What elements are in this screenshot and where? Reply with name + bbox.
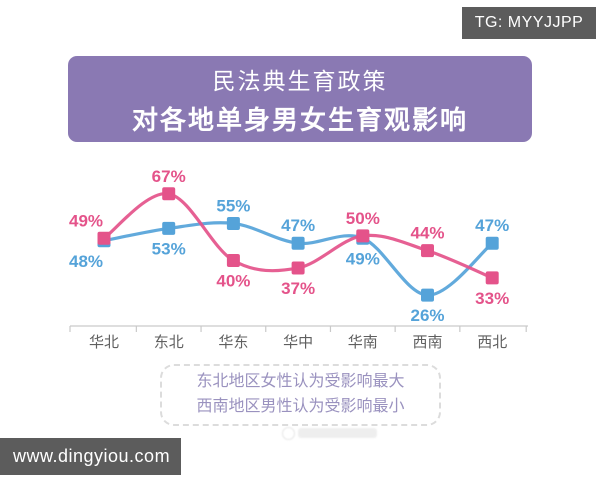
data-point-marker — [485, 271, 499, 285]
data-point-marker — [97, 231, 111, 245]
data-point-label: 40% — [216, 272, 250, 291]
watermark-text-blur — [298, 428, 377, 438]
data-point-label: 47% — [475, 216, 509, 235]
data-point-label: 49% — [69, 211, 103, 230]
data-point-marker — [485, 236, 499, 250]
data-point-marker — [421, 244, 434, 258]
x-axis-label: 华北 — [89, 334, 119, 351]
data-point-label: 55% — [216, 196, 250, 215]
data-point-marker — [226, 216, 240, 230]
data-point-label: 67% — [152, 167, 186, 186]
data-point-marker — [291, 236, 305, 250]
title-line-2: 对各地单身男女生育观影响 — [131, 104, 468, 135]
x-axis-label: 华南 — [348, 334, 378, 351]
title-banner: 民法典生育政策 对各地单身男女生育观影响 — [68, 56, 532, 142]
data-point-marker — [421, 288, 434, 302]
x-axis-label: 华东 — [218, 334, 248, 351]
data-point-label: 26% — [410, 306, 444, 325]
data-point-label: 37% — [281, 279, 315, 298]
title-line-1: 民法典生育政策 — [212, 67, 388, 94]
data-point-marker — [226, 254, 240, 268]
data-point-label: 44% — [410, 224, 444, 243]
data-point-marker — [162, 221, 176, 235]
site-watermark-badge: www.dingyiou.com — [0, 438, 181, 475]
line-chart: 华北 东北 华东 华中 华南 西南 西北 48% 53% 55% 47% 49% 26% 47% 49% 67… — [69, 167, 528, 351]
data-point-label: 49% — [346, 249, 380, 268]
x-axis-label: 西北 — [477, 334, 507, 351]
x-axis-label: 东北 — [154, 334, 184, 351]
data-point-label: 47% — [281, 216, 315, 235]
data-point-label: 53% — [152, 239, 186, 258]
tg-watermark-badge: TG: MYYJJPP — [462, 7, 596, 39]
x-axis-label: 华中 — [283, 334, 313, 351]
note-box: 东北地区女性认为受影响最大 西南地区男性认为受影响最小 — [160, 364, 441, 426]
data-point-marker — [162, 187, 176, 201]
data-point-label: 48% — [69, 252, 103, 271]
x-axis-label: 西南 — [412, 334, 442, 351]
watermark — [282, 425, 377, 441]
data-point-label: 50% — [346, 209, 380, 228]
data-point-marker — [291, 261, 305, 275]
note-line-1: 东北地区女性认为受影响最大 — [196, 373, 405, 391]
note-line-2: 西南地区男性认为受影响最小 — [196, 398, 405, 415]
watermark-logo-icon — [282, 426, 295, 440]
data-point-label: 33% — [475, 289, 509, 308]
data-point-marker — [356, 229, 370, 243]
